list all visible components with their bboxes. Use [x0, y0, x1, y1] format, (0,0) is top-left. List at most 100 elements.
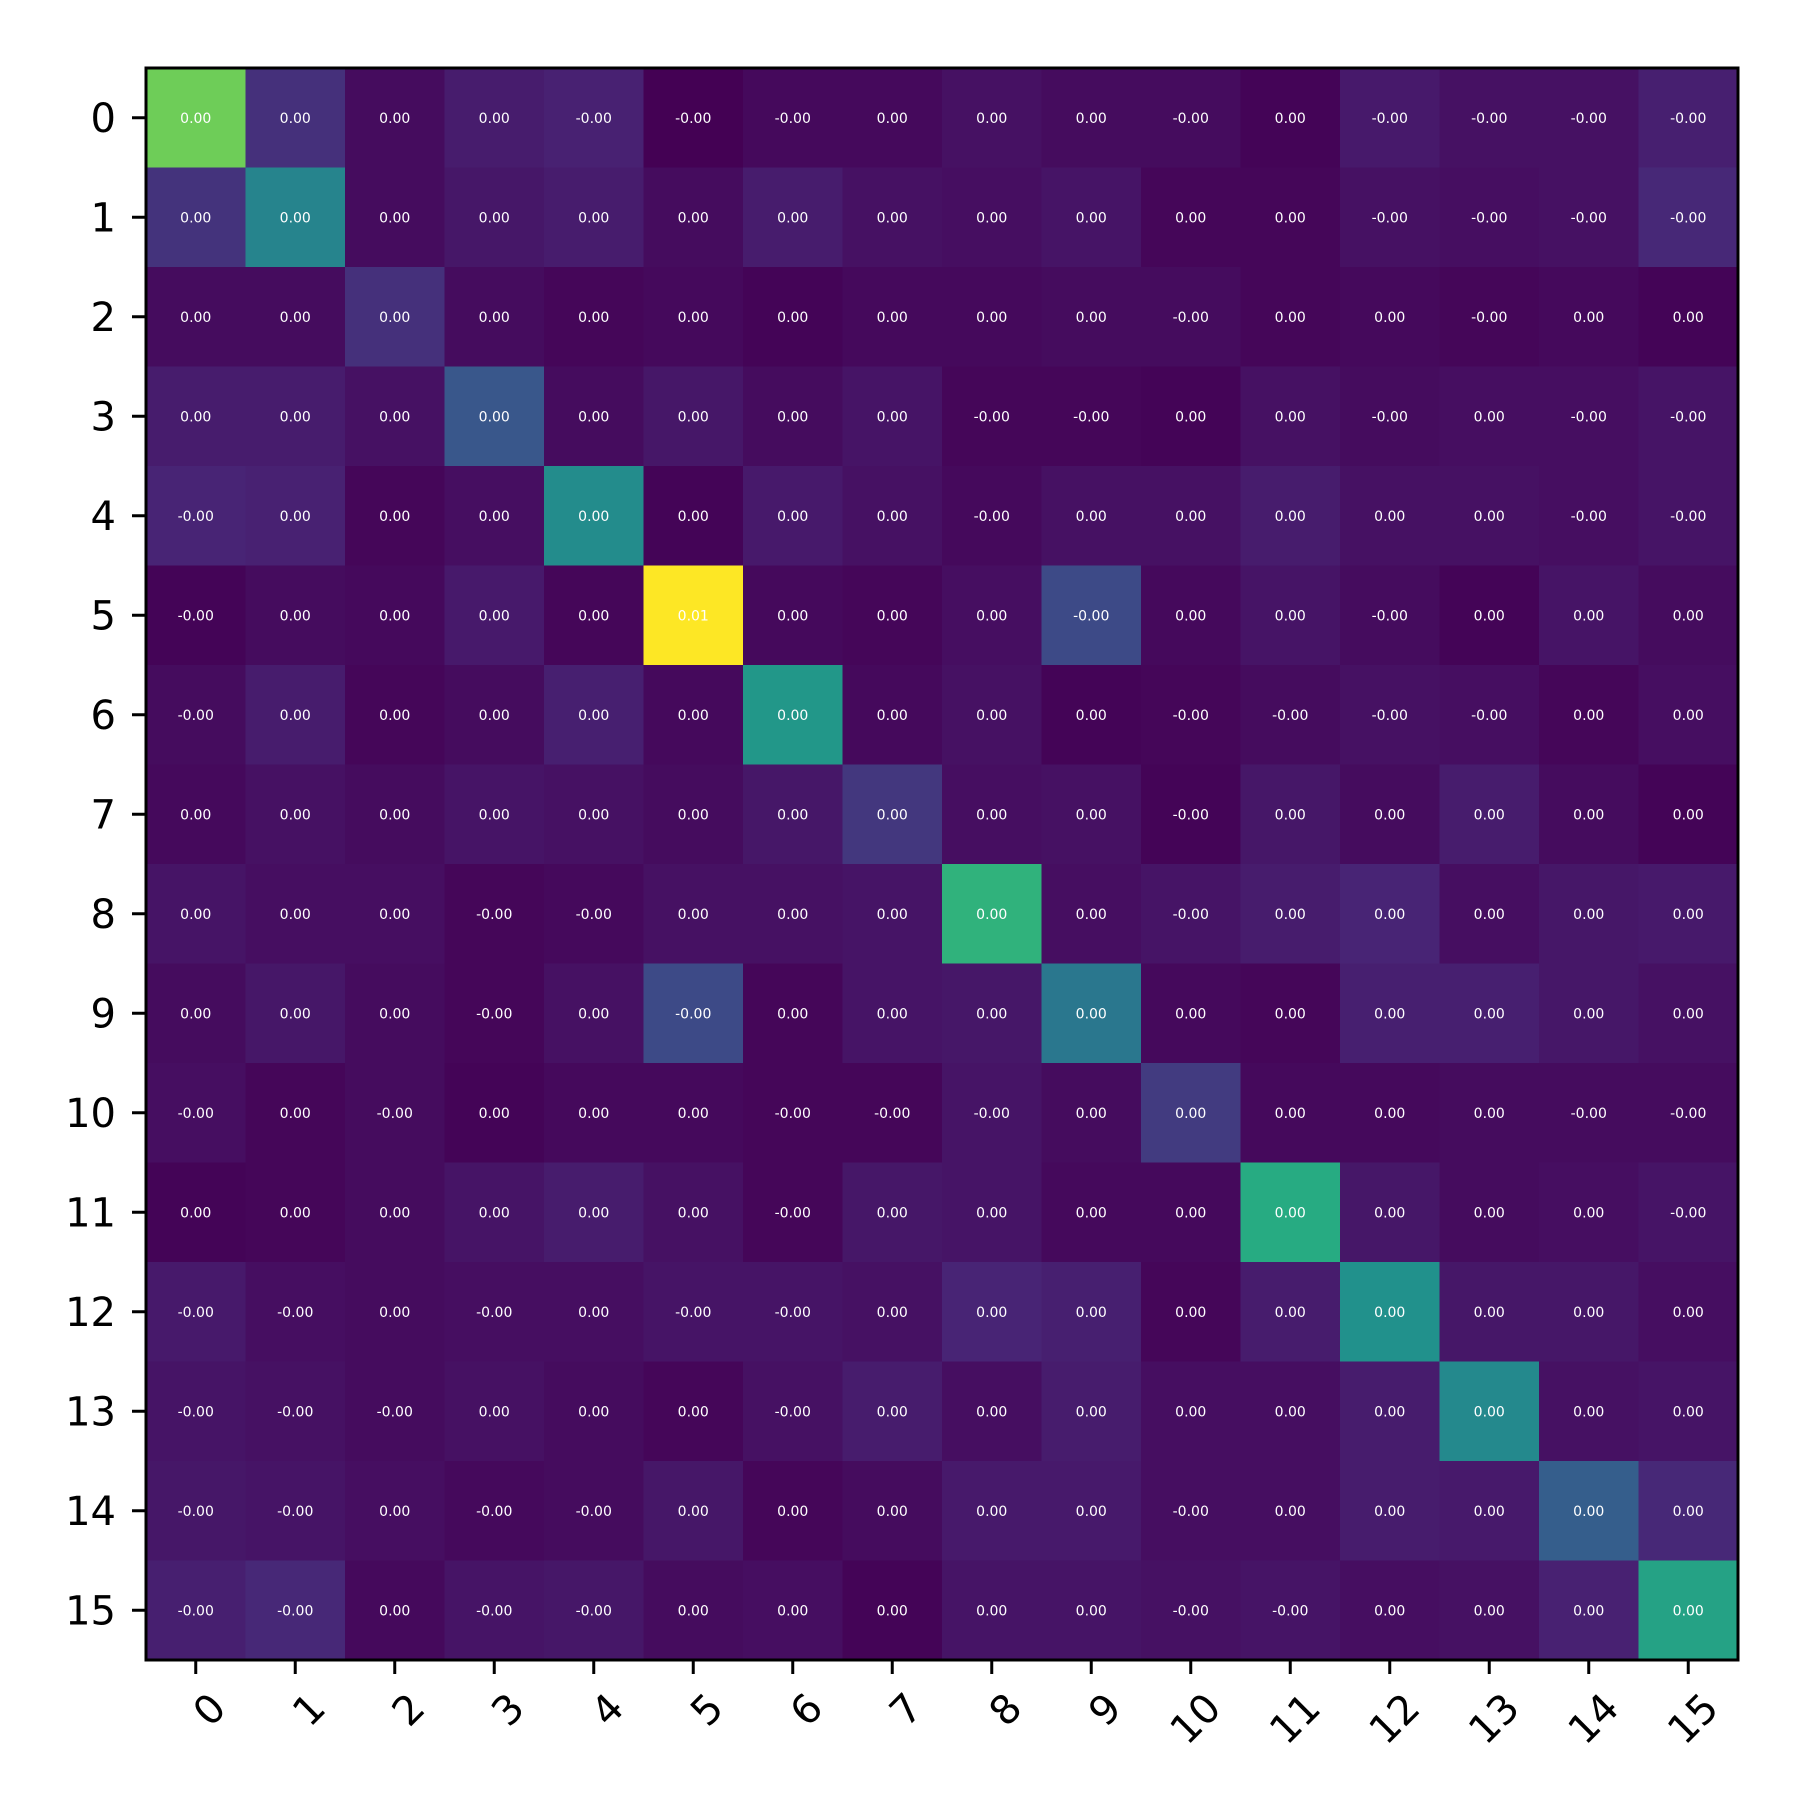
- cell-value-label-14-6: 0.00: [777, 1504, 808, 1520]
- cell-value-label-2-7: 0.00: [877, 310, 908, 326]
- y-tick-label: 3: [91, 394, 116, 440]
- heatmap-cell-10-14: [1539, 1063, 1640, 1164]
- cell-value-label-15-9: 0.00: [1076, 1603, 1107, 1619]
- heatmap-cell-12-4: [544, 1262, 645, 1363]
- cell-value-label-1-7: 0.00: [877, 210, 908, 226]
- cell-value-label-0-2: 0.00: [379, 111, 410, 127]
- heatmap-cell-12-1: [245, 1262, 346, 1363]
- heatmap-cell-8-0: [146, 864, 247, 965]
- y-tick-label: 2: [91, 295, 116, 341]
- cell-value-label-9-12: 0.00: [1374, 1006, 1405, 1022]
- heatmap-cell-14-6: [743, 1461, 844, 1562]
- heatmap-cell-3-3: [444, 366, 545, 467]
- cell-value-label-12-5: -0.00: [675, 1305, 711, 1321]
- heatmap-cell-8-10: [1141, 864, 1242, 965]
- cell-value-label-6-9: 0.00: [1076, 708, 1107, 724]
- heatmap-cell-1-4: [544, 167, 645, 268]
- cell-value-label-14-10: -0.00: [1173, 1504, 1209, 1520]
- cell-value-label-14-5: 0.00: [678, 1504, 709, 1520]
- heatmap-cell-1-5: [643, 167, 744, 268]
- heatmap-cell-2-8: [942, 267, 1043, 368]
- heatmap-cell-13-12: [1340, 1361, 1441, 1462]
- heatmap-cell-1-15: [1638, 167, 1739, 268]
- y-tick-label: 7: [91, 792, 116, 838]
- cell-value-label-0-0: 0.00: [180, 111, 211, 127]
- heatmap-cell-13-4: [544, 1361, 645, 1462]
- cell-value-label-11-5: 0.00: [678, 1205, 709, 1221]
- cell-value-label-12-4: 0.00: [578, 1305, 609, 1321]
- heatmap-cell-2-14: [1539, 267, 1640, 368]
- heatmap-cell-9-8: [942, 963, 1043, 1064]
- cell-value-label-13-7: 0.00: [877, 1404, 908, 1420]
- cell-value-label-2-6: 0.00: [777, 310, 808, 326]
- cell-value-label-9-13: 0.00: [1474, 1006, 1505, 1022]
- heatmap-cell-8-7: [842, 864, 943, 965]
- cell-value-label-7-5: 0.00: [678, 807, 709, 823]
- cell-value-label-10-14: -0.00: [1571, 1106, 1607, 1122]
- cell-value-label-5-8: 0.00: [976, 608, 1007, 624]
- heatmap-cell-8-9: [1041, 864, 1142, 965]
- heatmap-cell-12-12: [1340, 1262, 1441, 1363]
- cell-value-label-7-9: 0.00: [1076, 807, 1107, 823]
- cell-value-label-4-13: 0.00: [1474, 509, 1505, 525]
- cell-value-label-5-7: 0.00: [877, 608, 908, 624]
- heatmap-cell-5-15: [1638, 565, 1739, 666]
- y-tick-label: 10: [65, 1091, 116, 1137]
- cell-value-label-8-13: 0.00: [1474, 907, 1505, 923]
- heatmap-cell-1-3: [444, 167, 545, 268]
- heatmap-cell-12-5: [643, 1262, 744, 1363]
- heatmap-cell-0-4: [544, 68, 645, 169]
- heatmap-cell-3-0: [146, 366, 247, 467]
- heatmap-cell-3-1: [245, 366, 346, 467]
- cell-value-label-9-7: 0.00: [877, 1006, 908, 1022]
- cell-value-label-14-9: 0.00: [1076, 1504, 1107, 1520]
- cell-value-label-4-2: 0.00: [379, 509, 410, 525]
- heatmap-cell-0-2: [345, 68, 446, 169]
- cell-value-label-3-11: 0.00: [1275, 409, 1306, 425]
- heatmap-cell-8-15: [1638, 864, 1739, 965]
- cell-value-label-11-0: 0.00: [180, 1205, 211, 1221]
- cell-value-label-8-8: 0.00: [976, 907, 1007, 923]
- cell-value-label-4-7: 0.00: [877, 509, 908, 525]
- heatmap-cell-11-4: [544, 1162, 645, 1263]
- cell-value-label-2-11: 0.00: [1275, 310, 1306, 326]
- heatmap-cell-15-14: [1539, 1560, 1640, 1661]
- heatmap-cell-14-1: [245, 1461, 346, 1562]
- cell-value-label-1-14: -0.00: [1571, 210, 1607, 226]
- cell-value-label-9-10: 0.00: [1175, 1006, 1206, 1022]
- heatmap-cell-10-2: [345, 1063, 446, 1164]
- heatmap-cell-12-8: [942, 1262, 1043, 1363]
- heatmap-cell-1-13: [1439, 167, 1540, 268]
- cell-value-label-15-1: -0.00: [277, 1603, 313, 1619]
- heatmap-cell-11-1: [245, 1162, 346, 1263]
- heatmap-cell-11-11: [1240, 1162, 1341, 1263]
- cell-value-label-2-10: -0.00: [1173, 310, 1209, 326]
- heatmap-cell-14-0: [146, 1461, 247, 1562]
- y-tick-label: 4: [91, 494, 116, 540]
- heatmap-cell-12-13: [1439, 1262, 1540, 1363]
- heatmap-cell-5-8: [942, 565, 1043, 666]
- cell-value-label-9-3: -0.00: [476, 1006, 512, 1022]
- heatmap-cell-6-10: [1141, 665, 1242, 766]
- cell-value-label-1-0: 0.00: [180, 210, 211, 226]
- heatmap-cell-5-13: [1439, 565, 1540, 666]
- heatmap-cell-4-0: [146, 466, 247, 567]
- cell-value-label-11-11: 0.00: [1275, 1205, 1306, 1221]
- cell-value-label-12-1: -0.00: [277, 1305, 313, 1321]
- cell-value-label-13-10: 0.00: [1175, 1404, 1206, 1420]
- heatmap-cell-0-9: [1041, 68, 1142, 169]
- cell-value-label-13-13: 0.00: [1474, 1404, 1505, 1420]
- cell-value-label-6-3: 0.00: [479, 708, 510, 724]
- heatmap-cell-5-12: [1340, 565, 1441, 666]
- heatmap-cell-0-13: [1439, 68, 1540, 169]
- cell-value-label-4-1: 0.00: [280, 509, 311, 525]
- heatmap-cell-4-7: [842, 466, 943, 567]
- cell-value-label-15-2: 0.00: [379, 1603, 410, 1619]
- cell-value-label-6-6: 0.00: [777, 708, 808, 724]
- heatmap-cell-15-9: [1041, 1560, 1142, 1661]
- heatmap-cell-2-1: [245, 267, 346, 368]
- cell-value-label-0-4: -0.00: [576, 111, 612, 127]
- heatmap-cell-7-15: [1638, 764, 1739, 865]
- heatmap-cell-10-9: [1041, 1063, 1142, 1164]
